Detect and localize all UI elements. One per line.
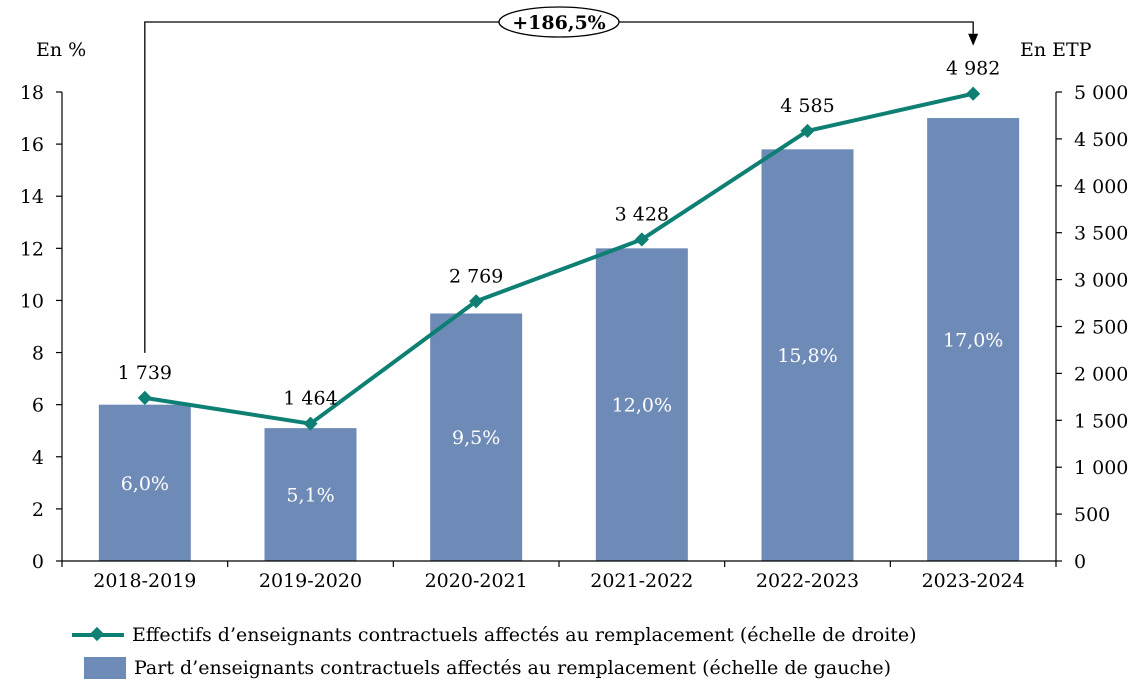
line-point: [303, 416, 318, 431]
line-point: [137, 390, 152, 405]
right-tick-label: 1 500: [1074, 410, 1128, 432]
ticks-group: 0 2 4 6 8 10 12 14 16 18 0 500 1 000 1 500 2 000 2 500 3…: [20, 82, 1129, 592]
right-tick-label: 5 000: [1074, 82, 1128, 104]
x-tick-label: 2022-2023: [756, 570, 859, 592]
x-tick-label: 2023-2024: [922, 570, 1025, 592]
legend-bar-swatch: [84, 657, 126, 679]
left-tick-label: 6: [32, 395, 44, 417]
left-tick-label: 18: [20, 82, 44, 104]
line-value-label: 1 464: [283, 388, 337, 410]
x-tick-label: 2019-2020: [259, 570, 362, 592]
bar: [927, 118, 1020, 562]
bar: [98, 404, 191, 561]
right-tick-label: 2 000: [1074, 363, 1128, 385]
legend-line-label: Effectifs d’enseignants contractuels aff…: [132, 624, 917, 646]
right-tick-label: 3 000: [1074, 270, 1128, 292]
line-value-label: 4 982: [946, 58, 1000, 80]
legend-bar-label: Part d’enseignants contractuels affectés…: [134, 657, 892, 679]
left-tick-label: 16: [20, 134, 44, 156]
annotation-arrowhead: [968, 33, 979, 46]
left-tick-label: 2: [32, 499, 44, 521]
x-tick-label: 2018-2019: [93, 570, 196, 592]
annotation-oval: [498, 6, 620, 38]
line-point: [469, 294, 484, 309]
bars-group: 6,0% 5,1% 9,5% 12,0% 15,8% 17,0%: [98, 118, 1020, 562]
bar-value-label: 15,8%: [777, 345, 837, 367]
bar-value-label: 6,0%: [121, 473, 169, 495]
right-tick-label: 3 500: [1074, 223, 1128, 245]
right-tick-label: 500: [1074, 504, 1110, 526]
left-tick-label: 12: [20, 238, 44, 260]
right-tick-label: 4 500: [1074, 129, 1128, 151]
right-axis-unit: En ETP: [1020, 39, 1092, 61]
line-point: [800, 123, 815, 138]
bar: [761, 149, 854, 562]
right-tick-label: 0: [1074, 551, 1086, 573]
line-value-label: 1 739: [118, 362, 172, 384]
bar: [264, 428, 357, 561]
annotation-label: +186,5%: [512, 12, 605, 34]
line-series-path: [144, 91, 974, 426]
bar: [595, 248, 688, 562]
line-point: [634, 232, 649, 247]
bar: [430, 313, 523, 561]
combo-chart: 6,0% 5,1% 9,5% 12,0% 15,8% 17,0% 0 2 4 6 8 10 12 14 1…: [20, 6, 1129, 592]
left-tick-label: 10: [20, 290, 44, 312]
annotation-group: +186,5%: [144, 6, 979, 353]
line-value-label: 4 585: [780, 95, 834, 117]
x-tick-label: 2021-2022: [590, 570, 693, 592]
bar-value-label: 9,5%: [452, 427, 500, 449]
left-tick-label: 14: [20, 186, 44, 208]
legend-item-bar: Part d’enseignants contractuels affectés…: [70, 657, 891, 679]
left-tick-label: 8: [32, 343, 44, 365]
line-series-group: 1 739 1 464 2 769 3 428 4 585 4 982: [118, 58, 1000, 431]
left-tick-label: 0: [32, 551, 44, 573]
x-tick-label: 2020-2021: [425, 570, 528, 592]
legend-item-line: Effectifs d’enseignants contractuels aff…: [70, 624, 917, 646]
bar-value-label: 5,1%: [286, 485, 334, 507]
line-value-label: 2 769: [449, 265, 503, 287]
right-tick-label: 4 000: [1074, 176, 1128, 198]
axes-group: [61, 92, 1057, 562]
right-tick-label: 2 500: [1074, 317, 1128, 339]
line-point: [966, 86, 981, 101]
bar-value-label: 17,0%: [943, 330, 1003, 352]
left-tick-label: 4: [32, 447, 44, 469]
line-value-label: 3 428: [615, 203, 669, 225]
right-tick-label: 1 000: [1074, 457, 1128, 479]
left-axis-unit: En %: [36, 39, 86, 61]
bar-value-label: 12,0%: [612, 395, 672, 417]
legend-line-swatch: [70, 624, 126, 646]
